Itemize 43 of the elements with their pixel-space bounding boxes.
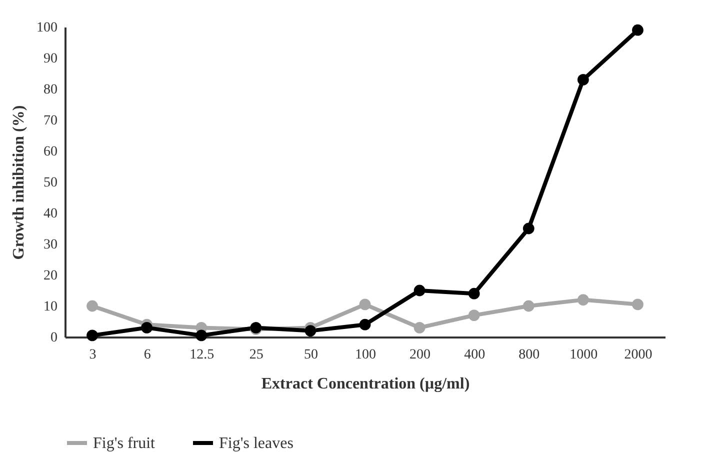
y-tick-label: 60	[44, 144, 58, 160]
point	[86, 300, 98, 312]
y-tick-label: 30	[44, 238, 58, 252]
point	[86, 330, 98, 342]
point	[304, 325, 316, 336]
point	[141, 322, 153, 334]
x-tick-label: 50	[304, 348, 318, 362]
y-tick-label: 10	[44, 300, 58, 314]
y-tick-label: 0	[50, 330, 58, 346]
x-tick-label: 400	[464, 348, 486, 362]
x-tick-label: 6	[144, 348, 151, 362]
point	[359, 298, 371, 310]
legend-label: Fig's fruit	[93, 435, 156, 452]
x-tick-label: 200	[410, 348, 431, 362]
x-tick-label: 3	[89, 348, 96, 362]
point	[196, 330, 208, 342]
point	[522, 222, 534, 234]
point	[632, 24, 644, 36]
x-axis-title: Extract Concentration (µg/ml)	[261, 376, 470, 392]
point	[632, 298, 644, 310]
x-tick-label: 25	[249, 348, 264, 362]
y-tick-label: 100	[36, 20, 58, 36]
point	[414, 322, 426, 334]
x-tick-label: 800	[518, 348, 540, 362]
y-tick-label: 20	[44, 268, 58, 284]
y-tick-label: 80	[44, 82, 58, 98]
y-axis-title: Growth inhibition (%)	[10, 105, 28, 260]
point	[468, 288, 480, 300]
point	[577, 294, 589, 306]
point	[577, 74, 589, 86]
point	[359, 318, 371, 330]
legend-label: Fig's leaves	[219, 435, 294, 452]
point	[414, 284, 426, 296]
y-tick-label: 40	[44, 206, 58, 222]
y-tick-label: 70	[44, 114, 58, 128]
x-tick-label: 12.5	[190, 348, 214, 362]
x-tick-label: 100	[355, 348, 376, 362]
x-tick-label: 1000	[570, 348, 598, 362]
y-tick-label: 50	[44, 176, 58, 190]
point	[522, 300, 534, 312]
y-tick-label: 90	[44, 52, 58, 66]
x-tick-label: 2000	[624, 348, 652, 362]
point	[468, 310, 480, 321]
